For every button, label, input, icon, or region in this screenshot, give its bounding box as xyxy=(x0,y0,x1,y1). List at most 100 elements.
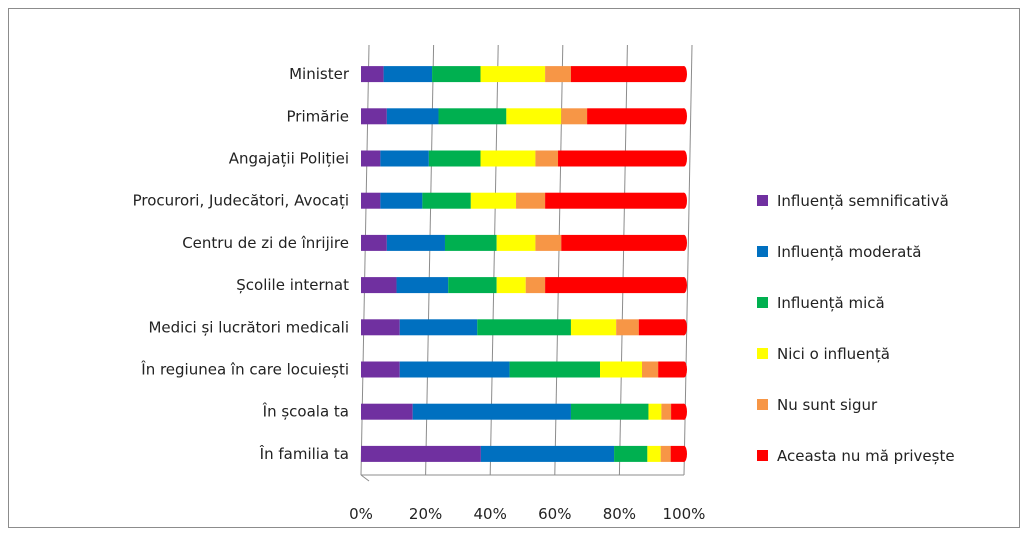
bar-segment-influenta-semnificativa xyxy=(361,66,384,83)
bar-end-cap xyxy=(681,445,687,462)
bar-segment-influenta-moderata xyxy=(380,192,423,209)
x-tick-label: 60% xyxy=(538,505,571,523)
legend-label: Nici o influență xyxy=(777,345,890,363)
stacked-bar-chart: Minister Primărie Angajații Poliției Procur… xyxy=(133,44,955,523)
bar-segment-nici-o-influenta xyxy=(496,234,536,251)
bar-segment-influenta-moderata xyxy=(386,234,445,251)
chart-frame: Minister Primărie Angajații Poliției Procur… xyxy=(8,8,1020,528)
category-label: În școala ta xyxy=(262,402,349,421)
bar-segment-influenta-semnificativa xyxy=(361,150,381,167)
bar-segment-nu-sunt-sigur xyxy=(516,192,546,209)
bar-end-cap xyxy=(681,277,687,294)
legend-label: Aceasta nu mă privește xyxy=(777,447,955,465)
legend-swatch-nici-o-influenta xyxy=(757,348,768,359)
bar-segment-influenta-semnificativa xyxy=(361,445,481,462)
bar-segment-influenta-moderata xyxy=(383,66,433,83)
bar-segment-nu-sunt-sigur xyxy=(642,361,659,378)
bar-segment-influenta-mica xyxy=(422,192,471,209)
bar-segment-nici-o-influenta xyxy=(647,445,661,462)
x-tick-label: 20% xyxy=(409,505,442,523)
bar-segment-nu-sunt-sigur xyxy=(525,277,546,294)
bar-segment-nici-o-influenta xyxy=(480,150,536,167)
axis-floor-edge xyxy=(360,474,370,482)
bar-segment-influenta-moderata xyxy=(386,108,439,125)
bar-segment-aceasta-nu-ma-priveste xyxy=(670,445,684,462)
bar-segment-influenta-semnificativa xyxy=(361,319,400,336)
legend: Influență semnificativă Influență moderat… xyxy=(757,192,955,465)
bar-segment-influenta-mica xyxy=(432,66,481,83)
category-label: Angajații Poliției xyxy=(229,150,349,168)
bar-segment-influenta-semnificativa xyxy=(361,403,413,420)
bar-segment-aceasta-nu-ma-priveste xyxy=(570,66,684,83)
legend-swatch-influenta-semnificativa xyxy=(757,195,768,206)
bar-segment-influenta-mica xyxy=(444,234,497,251)
legend-label: Nu sunt sigur xyxy=(777,396,878,414)
bar-segment-aceasta-nu-ma-priveste xyxy=(558,150,684,167)
bar-segment-influenta-semnificativa xyxy=(361,234,387,251)
bar-segment-nu-sunt-sigur xyxy=(535,150,559,167)
bar-segment-influenta-mica xyxy=(614,445,648,462)
bar-segment-nu-sunt-sigur xyxy=(545,66,571,83)
bar-segment-aceasta-nu-ma-priveste xyxy=(545,192,684,209)
bar-segment-influenta-moderata xyxy=(399,361,510,378)
bar-end-cap xyxy=(681,108,687,125)
gridline xyxy=(683,44,693,476)
legend-swatch-influenta-moderata xyxy=(757,246,768,257)
bar-segment-influenta-moderata xyxy=(480,445,615,462)
category-label: Primărie xyxy=(287,107,349,125)
bar-end-cap xyxy=(681,361,687,378)
category-label: Procurori, Judecători, Avocați xyxy=(133,192,349,210)
bar-end-cap xyxy=(681,403,687,420)
bar-segment-nici-o-influenta xyxy=(480,66,546,83)
bar-segment-influenta-moderata xyxy=(399,319,478,336)
bar-segment-nu-sunt-sigur xyxy=(661,403,672,420)
bar-end-cap xyxy=(681,150,687,167)
legend-swatch-nu-sunt-sigur xyxy=(757,399,768,410)
bar-segment-aceasta-nu-ma-priveste xyxy=(545,277,684,294)
bar-segment-nici-o-influenta xyxy=(496,277,526,294)
bar-segment-influenta-mica xyxy=(509,361,601,378)
legend-label: Influență moderată xyxy=(777,243,921,261)
bar-segment-influenta-mica xyxy=(428,150,481,167)
bar-segment-influenta-semnificativa xyxy=(361,361,400,378)
bar-segment-nici-o-influenta xyxy=(600,361,643,378)
legend-label: Influență mică xyxy=(777,294,885,312)
bar-segment-influenta-mica xyxy=(477,319,571,336)
bar-segment-nu-sunt-sigur xyxy=(616,319,639,336)
bars xyxy=(361,66,687,462)
category-label: Medici și lucrători medicali xyxy=(148,318,349,336)
bar-segment-nu-sunt-sigur xyxy=(660,445,671,462)
bar-segment-influenta-semnificativa xyxy=(361,192,381,209)
legend-swatch-aceasta-nu-ma-priveste xyxy=(757,450,768,461)
bar-segment-aceasta-nu-ma-priveste xyxy=(671,403,684,420)
legend-label: Influență semnificativă xyxy=(777,192,949,210)
x-tick-label: 0% xyxy=(349,505,373,523)
bar-segment-nici-o-influenta xyxy=(506,108,562,125)
bar-segment-aceasta-nu-ma-priveste xyxy=(561,234,684,251)
x-tick-label: 80% xyxy=(603,505,636,523)
category-label: Școlile internat xyxy=(236,276,349,294)
category-label: Minister xyxy=(289,65,350,83)
bar-segment-influenta-semnificativa xyxy=(361,277,397,294)
bar-segment-influenta-mica xyxy=(570,403,649,420)
bar-segment-aceasta-nu-ma-priveste xyxy=(587,108,684,125)
bar-segment-aceasta-nu-ma-priveste xyxy=(638,319,684,336)
category-label: În regiunea în care locuiești xyxy=(140,360,349,379)
bar-segment-nu-sunt-sigur xyxy=(535,234,562,251)
bar-end-cap xyxy=(681,192,687,209)
bar-end-cap xyxy=(681,234,687,251)
bar-segment-nu-sunt-sigur xyxy=(561,108,588,125)
bar-segment-influenta-moderata xyxy=(380,150,429,167)
x-tick-label: 100% xyxy=(663,505,706,523)
bar-segment-influenta-moderata xyxy=(396,277,449,294)
bar-segment-influenta-mica xyxy=(438,108,507,125)
category-label: Centru de zi de înrijire xyxy=(182,234,349,252)
bar-segment-influenta-mica xyxy=(448,277,497,294)
bar-end-cap xyxy=(681,66,687,83)
bar-segment-nici-o-influenta xyxy=(470,192,517,209)
bar-segment-nici-o-influenta xyxy=(570,319,617,336)
bar-segment-aceasta-nu-ma-priveste xyxy=(658,361,684,378)
bar-segment-influenta-moderata xyxy=(412,403,571,420)
legend-swatch-influenta-mica xyxy=(757,297,768,308)
category-label: În familia ta xyxy=(259,444,349,463)
